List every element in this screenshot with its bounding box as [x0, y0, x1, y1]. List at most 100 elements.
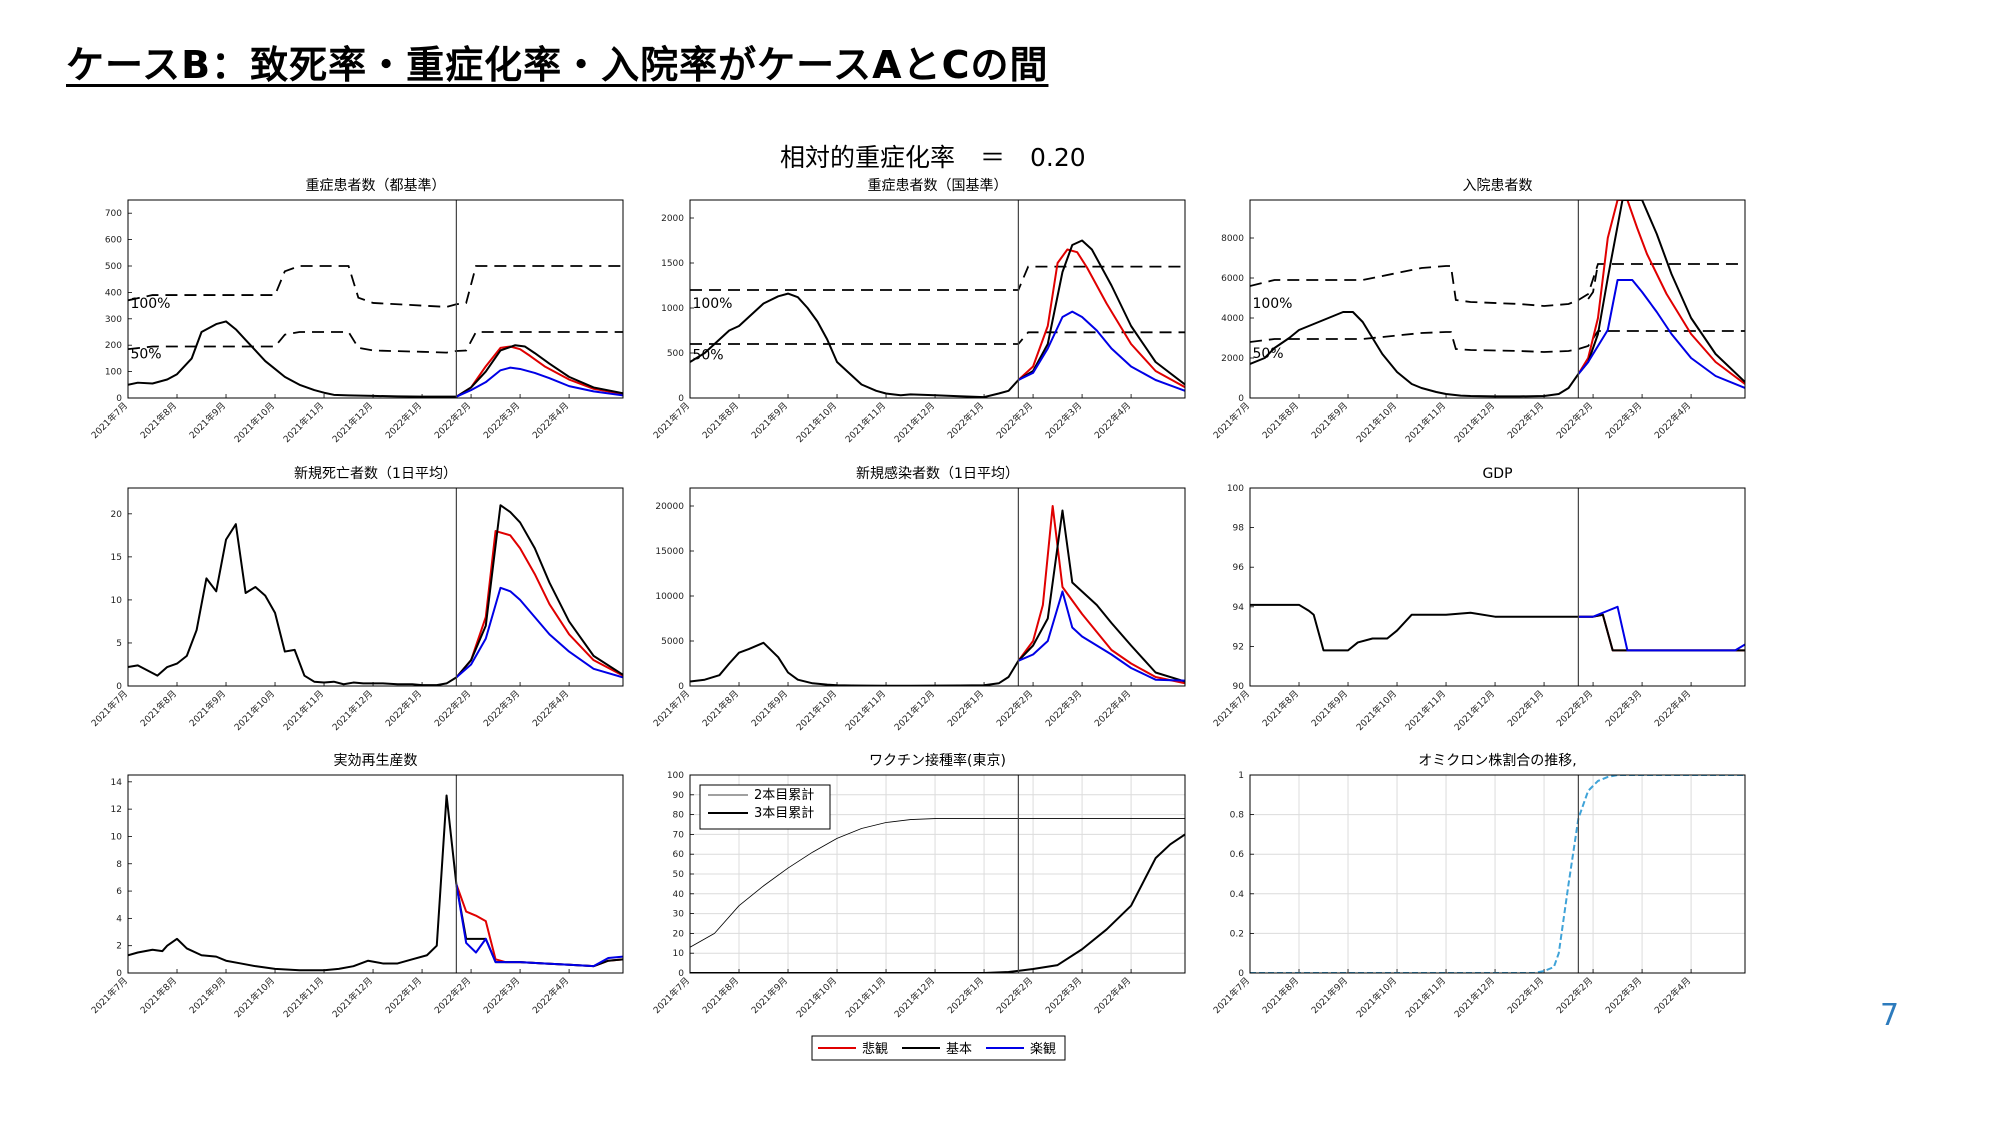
- x-tick-label: 2021年8月: [700, 975, 741, 1016]
- x-tick-label: 2022年1月: [1505, 400, 1546, 441]
- plot-area: [128, 504, 623, 686]
- x-tick-label: 2022年3月: [1603, 975, 1644, 1016]
- y-tick-label: 98: [1233, 524, 1245, 534]
- series-line: [1250, 311, 1580, 398]
- x-tick-label: 2021年12月: [330, 975, 376, 1021]
- x-tick-label: 2021年11月: [281, 975, 327, 1021]
- x-tick-label: 2022年4月: [1092, 400, 1133, 441]
- threshold-line: [128, 331, 623, 354]
- x-tick-label: 2021年12月: [892, 688, 938, 734]
- threshold-line: [690, 331, 1185, 345]
- plot-frame: [689, 199, 1186, 399]
- x-tick-label: 2021年11月: [843, 400, 889, 446]
- y-tick-label: 400: [105, 288, 122, 298]
- x-tick-label: 2021年11月: [843, 688, 889, 734]
- series-line: [128, 320, 457, 398]
- slide-title: ケースB：致死率・重症化率・入院率がケースAとCの間: [66, 43, 1049, 87]
- x-tick-label: 2022年1月: [383, 688, 424, 729]
- series-line: [690, 818, 1185, 948]
- x-tick-label: 2022年4月: [1092, 975, 1133, 1016]
- x-tick-label: 2021年8月: [1260, 975, 1301, 1016]
- x-tick-label: 2021年11月: [281, 400, 327, 446]
- y-tick-label: 0: [678, 394, 684, 404]
- y-tick-label: 100: [105, 368, 122, 378]
- y-tick-label: 0.4: [1230, 890, 1245, 900]
- x-tick-label: 2021年9月: [749, 975, 790, 1016]
- x-tick-label: 2021年8月: [700, 400, 741, 441]
- x-tick-label: 2021年7月: [651, 975, 692, 1016]
- x-tick-label: 2021年12月: [1452, 975, 1498, 1021]
- y-tick-label: 4: [116, 914, 122, 924]
- x-tick-label: 2021年8月: [138, 400, 179, 441]
- y-tick-label: 300: [105, 315, 122, 325]
- y-tick-label: 12: [111, 805, 122, 815]
- x-tick-label: 2022年4月: [1652, 400, 1693, 441]
- legend-label: 3本目累計: [754, 805, 814, 821]
- x-tick-label: 2021年12月: [330, 400, 376, 446]
- x-tick-label: 2022年4月: [530, 975, 571, 1016]
- y-tick-label: 700: [105, 209, 122, 219]
- y-tick-label: 15000: [655, 547, 684, 557]
- y-tick-label: 500: [105, 262, 122, 272]
- x-tick-label: 2022年1月: [1505, 688, 1546, 729]
- y-tick-label: 92: [1233, 642, 1244, 652]
- x-tick-label: 2021年7月: [1211, 975, 1252, 1016]
- x-tick-label: 2021年11月: [1403, 975, 1449, 1021]
- series-line: [1578, 605, 1745, 652]
- y-tick-label: 90: [673, 791, 685, 801]
- y-tick-label: 600: [105, 236, 122, 246]
- x-tick-label: 2021年8月: [700, 688, 741, 729]
- plot-frame: [127, 774, 624, 974]
- y-tick-label: 0: [116, 682, 122, 692]
- series-line: [455, 586, 623, 679]
- threshold-label: 100%: [1252, 296, 1292, 312]
- series-line: [455, 884, 623, 968]
- series-line: [455, 884, 623, 968]
- x-tick-label: 2022年1月: [383, 975, 424, 1016]
- series-line: [128, 794, 458, 972]
- series-line: [455, 504, 623, 679]
- y-tick-label: 8: [116, 860, 122, 870]
- threshold-line: [1250, 330, 1745, 353]
- y-tick-label: 20: [673, 929, 685, 939]
- plot-area: [128, 265, 623, 398]
- x-tick-label: 2021年8月: [138, 975, 179, 1016]
- x-tick-label: 2022年2月: [994, 975, 1035, 1016]
- y-tick-label: 1: [1238, 771, 1244, 781]
- x-tick-label: 2021年11月: [1403, 400, 1449, 446]
- y-tick-label: 0.8: [1230, 811, 1245, 821]
- series-line: [128, 523, 457, 686]
- legend-label: 悲観: [862, 1041, 888, 1057]
- chart-title: 重症患者数（国基準）: [868, 177, 1008, 194]
- y-tick-label: 0.6: [1230, 850, 1245, 860]
- x-tick-label: 2021年9月: [1309, 975, 1350, 1016]
- legend-label: 基本: [946, 1042, 972, 1057]
- x-tick-label: 2021年10月: [794, 688, 840, 734]
- y-tick-label: 2000: [661, 214, 684, 224]
- series-line: [1577, 200, 1745, 385]
- y-tick-label: 90: [1233, 682, 1245, 692]
- x-tick-label: 2021年7月: [89, 688, 130, 729]
- x-tick-label: 2022年3月: [481, 975, 522, 1016]
- y-tick-label: 10: [111, 832, 123, 842]
- y-tick-label: 50: [673, 870, 685, 880]
- y-tick-label: 1500: [661, 259, 684, 269]
- y-tick-label: 6000: [1221, 274, 1244, 284]
- chart-new-deaths: 新規死亡者数（1日平均） 0 5 10 15 20 2021年7月 2021年8月 2021年9…: [89, 466, 624, 733]
- bottom-legend: 悲観 基本 楽観: [811, 1035, 1066, 1061]
- x-tick-label: 2022年2月: [432, 975, 473, 1016]
- x-tick-label: 2021年12月: [1452, 688, 1498, 734]
- plot-frame: [1249, 487, 1746, 687]
- plot-frame: [1249, 199, 1746, 399]
- plot-area: [690, 818, 1185, 973]
- series-line: [1017, 505, 1185, 685]
- x-tick-label: 2022年3月: [481, 688, 522, 729]
- y-tick-label: 80: [673, 811, 685, 821]
- y-tick-label: 10: [111, 596, 123, 606]
- x-tick-label: 2021年8月: [1260, 688, 1301, 729]
- y-tick-label: 94: [1233, 603, 1245, 613]
- chart-subtitle: 相対的重症化率 ＝ 0.20: [780, 143, 1086, 172]
- series-line: [455, 883, 623, 968]
